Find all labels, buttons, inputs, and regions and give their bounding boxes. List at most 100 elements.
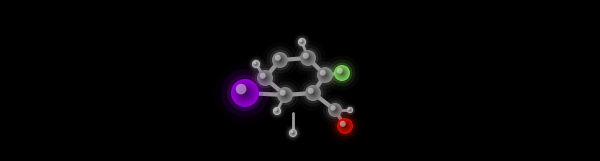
Circle shape [340, 71, 344, 75]
Circle shape [273, 107, 281, 115]
Circle shape [301, 41, 303, 43]
Circle shape [321, 71, 329, 79]
Circle shape [348, 108, 352, 112]
Circle shape [334, 109, 335, 111]
Circle shape [329, 104, 341, 116]
Circle shape [310, 90, 316, 96]
Circle shape [330, 105, 340, 115]
Circle shape [275, 109, 279, 113]
Circle shape [254, 68, 275, 88]
Circle shape [274, 107, 281, 115]
Circle shape [341, 72, 343, 74]
Circle shape [332, 63, 352, 83]
Circle shape [274, 108, 280, 114]
Circle shape [244, 92, 246, 94]
Circle shape [280, 59, 281, 61]
Circle shape [297, 37, 307, 47]
Circle shape [265, 77, 266, 79]
Circle shape [269, 50, 290, 70]
Circle shape [263, 76, 267, 80]
Circle shape [283, 93, 287, 97]
Circle shape [326, 101, 344, 119]
Circle shape [292, 131, 295, 135]
Circle shape [331, 112, 359, 140]
Circle shape [331, 106, 338, 114]
Circle shape [341, 123, 349, 129]
Circle shape [301, 41, 304, 43]
Circle shape [337, 68, 347, 78]
Circle shape [307, 57, 308, 59]
Circle shape [328, 103, 342, 117]
Circle shape [259, 71, 272, 85]
Circle shape [337, 68, 347, 78]
Circle shape [320, 70, 326, 76]
Circle shape [307, 87, 319, 99]
Circle shape [292, 132, 295, 134]
Circle shape [295, 44, 322, 72]
Circle shape [236, 84, 247, 94]
Circle shape [332, 108, 337, 112]
Circle shape [301, 51, 314, 65]
Circle shape [308, 88, 317, 98]
Circle shape [260, 73, 269, 83]
Circle shape [298, 48, 319, 68]
Circle shape [347, 108, 353, 113]
Circle shape [283, 92, 287, 98]
Circle shape [313, 92, 314, 94]
Circle shape [323, 98, 347, 122]
Circle shape [289, 129, 296, 137]
Circle shape [288, 128, 298, 138]
Circle shape [253, 60, 260, 68]
Circle shape [253, 61, 256, 64]
Circle shape [290, 130, 296, 136]
Circle shape [337, 118, 353, 134]
Circle shape [349, 109, 352, 112]
Circle shape [314, 65, 335, 85]
Circle shape [349, 109, 350, 110]
Circle shape [322, 72, 328, 78]
Circle shape [299, 39, 305, 45]
Circle shape [278, 88, 292, 102]
Circle shape [276, 56, 284, 64]
Circle shape [292, 132, 294, 134]
Circle shape [275, 55, 281, 61]
Circle shape [311, 91, 315, 95]
Circle shape [275, 85, 295, 105]
Circle shape [278, 58, 282, 62]
Circle shape [299, 39, 305, 45]
Circle shape [290, 130, 296, 136]
Circle shape [232, 80, 258, 106]
Circle shape [277, 57, 283, 63]
Circle shape [305, 55, 311, 61]
Circle shape [227, 75, 263, 111]
Circle shape [347, 107, 353, 113]
Circle shape [302, 53, 313, 63]
Circle shape [308, 88, 319, 98]
Circle shape [274, 108, 280, 114]
Circle shape [304, 53, 313, 63]
Circle shape [279, 89, 291, 101]
Circle shape [274, 108, 277, 111]
Circle shape [343, 124, 347, 128]
Circle shape [233, 81, 257, 105]
Circle shape [305, 55, 311, 61]
Circle shape [277, 57, 283, 63]
Circle shape [334, 65, 350, 81]
Circle shape [307, 57, 310, 59]
Circle shape [304, 54, 312, 62]
Circle shape [301, 41, 302, 43]
Circle shape [277, 87, 293, 103]
Circle shape [275, 55, 284, 65]
Circle shape [259, 72, 271, 84]
Circle shape [343, 123, 347, 129]
Circle shape [238, 86, 252, 100]
Circle shape [323, 73, 327, 77]
Circle shape [274, 108, 280, 114]
Circle shape [317, 68, 332, 82]
Circle shape [323, 74, 326, 76]
Circle shape [276, 110, 278, 112]
Circle shape [241, 90, 248, 96]
Circle shape [340, 121, 350, 131]
Circle shape [299, 79, 326, 107]
Circle shape [303, 53, 309, 59]
